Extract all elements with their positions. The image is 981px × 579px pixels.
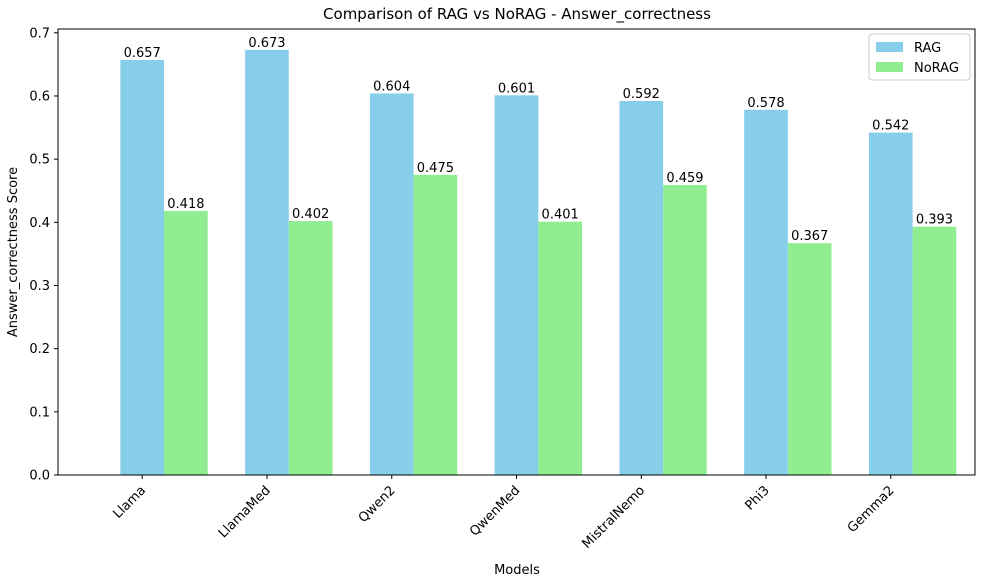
value-label-norag-llamamed: 0.402 [292, 207, 329, 222]
y-tick-label: 0.3 [29, 279, 50, 294]
bar-norag-gemma2 [912, 226, 957, 475]
bar-norag-llama [164, 210, 208, 475]
value-labels-group: 0.657 0.673 0.604 0.601 0.592 0.578 0.542 0.418… [124, 36, 953, 244]
bar-rag-phi3 [744, 109, 788, 476]
value-label-rag-mistralnemo: 0.592 [623, 87, 660, 102]
chart-title: Comparison of RAG vs NoRAG - Answer_corr… [323, 5, 711, 24]
bar-norag-mistralnemo [663, 185, 707, 476]
y-tick-label: 0.1 [29, 405, 50, 420]
value-label-rag-gemma2: 0.542 [872, 119, 909, 134]
x-tick-label-gemma2: Gemma2 [845, 483, 898, 536]
legend-label-rag: RAG [914, 41, 941, 56]
value-label-norag-qwenmed: 0.401 [542, 208, 579, 223]
legend-swatch-norag [876, 62, 903, 72]
bar-rag-qwenmed [494, 95, 539, 475]
bar-norag-phi3 [787, 243, 832, 475]
x-tick-label-qwen2: Qwen2 [356, 483, 399, 526]
y-tick-label: 0.7 [29, 26, 50, 41]
y-tick-label: 0.6 [29, 89, 50, 104]
bar-rag-qwen2 [369, 93, 414, 475]
x-tick-label-llamamed: LlamaMed [216, 483, 274, 541]
bar-rag-llamamed [245, 49, 289, 475]
value-label-rag-llamamed: 0.673 [248, 36, 285, 51]
bar-norag-qwen2 [413, 174, 458, 475]
y-tick-label: 0.2 [29, 342, 50, 357]
value-label-norag-gemma2: 0.393 [916, 213, 953, 228]
y-tick-label: 0.5 [29, 153, 50, 168]
bar-rag-gemma2 [868, 132, 913, 475]
x-tick-label-qwenmed: QwenMed [467, 483, 523, 539]
value-label-rag-phi3: 0.578 [747, 96, 784, 111]
bars-group [120, 49, 957, 476]
y-axis-label: Answer_correctness Score [6, 167, 21, 337]
x-axis: Llama LlamaMed Qwen2 QwenMed MistralNemo Phi3… [111, 475, 898, 552]
x-tick-label-phi3: Phi3 [742, 483, 772, 513]
legend-swatch-rag [876, 42, 903, 52]
value-label-rag-qwenmed: 0.601 [498, 81, 535, 96]
bar-rag-mistralnemo [619, 101, 664, 476]
y-tick-label: 0.4 [29, 216, 50, 231]
value-label-rag-qwen2: 0.604 [373, 79, 410, 94]
value-label-norag-mistralnemo: 0.459 [666, 171, 703, 186]
x-axis-label: Models [494, 563, 540, 578]
x-tick-label-mistralnemo: MistralNemo [580, 483, 649, 552]
x-tick-label-llama: Llama [111, 483, 150, 522]
value-label-norag-phi3: 0.367 [791, 229, 828, 244]
legend-label-norag: NoRAG [914, 61, 959, 76]
legend: RAG NoRAG [868, 33, 971, 81]
bar-rag-llama [120, 59, 165, 475]
plot-frame [57, 28, 976, 476]
value-label-norag-llama: 0.418 [167, 197, 204, 212]
value-label-norag-qwen2: 0.475 [417, 161, 454, 176]
bar-norag-qwenmed [538, 221, 582, 475]
value-label-rag-llama: 0.657 [124, 46, 161, 61]
y-axis: 0.0 0.1 0.2 0.3 0.4 0.5 0.6 0.7 [29, 26, 58, 484]
y-tick-label: 0.0 [29, 469, 50, 484]
bar-norag-llamamed [288, 221, 333, 475]
